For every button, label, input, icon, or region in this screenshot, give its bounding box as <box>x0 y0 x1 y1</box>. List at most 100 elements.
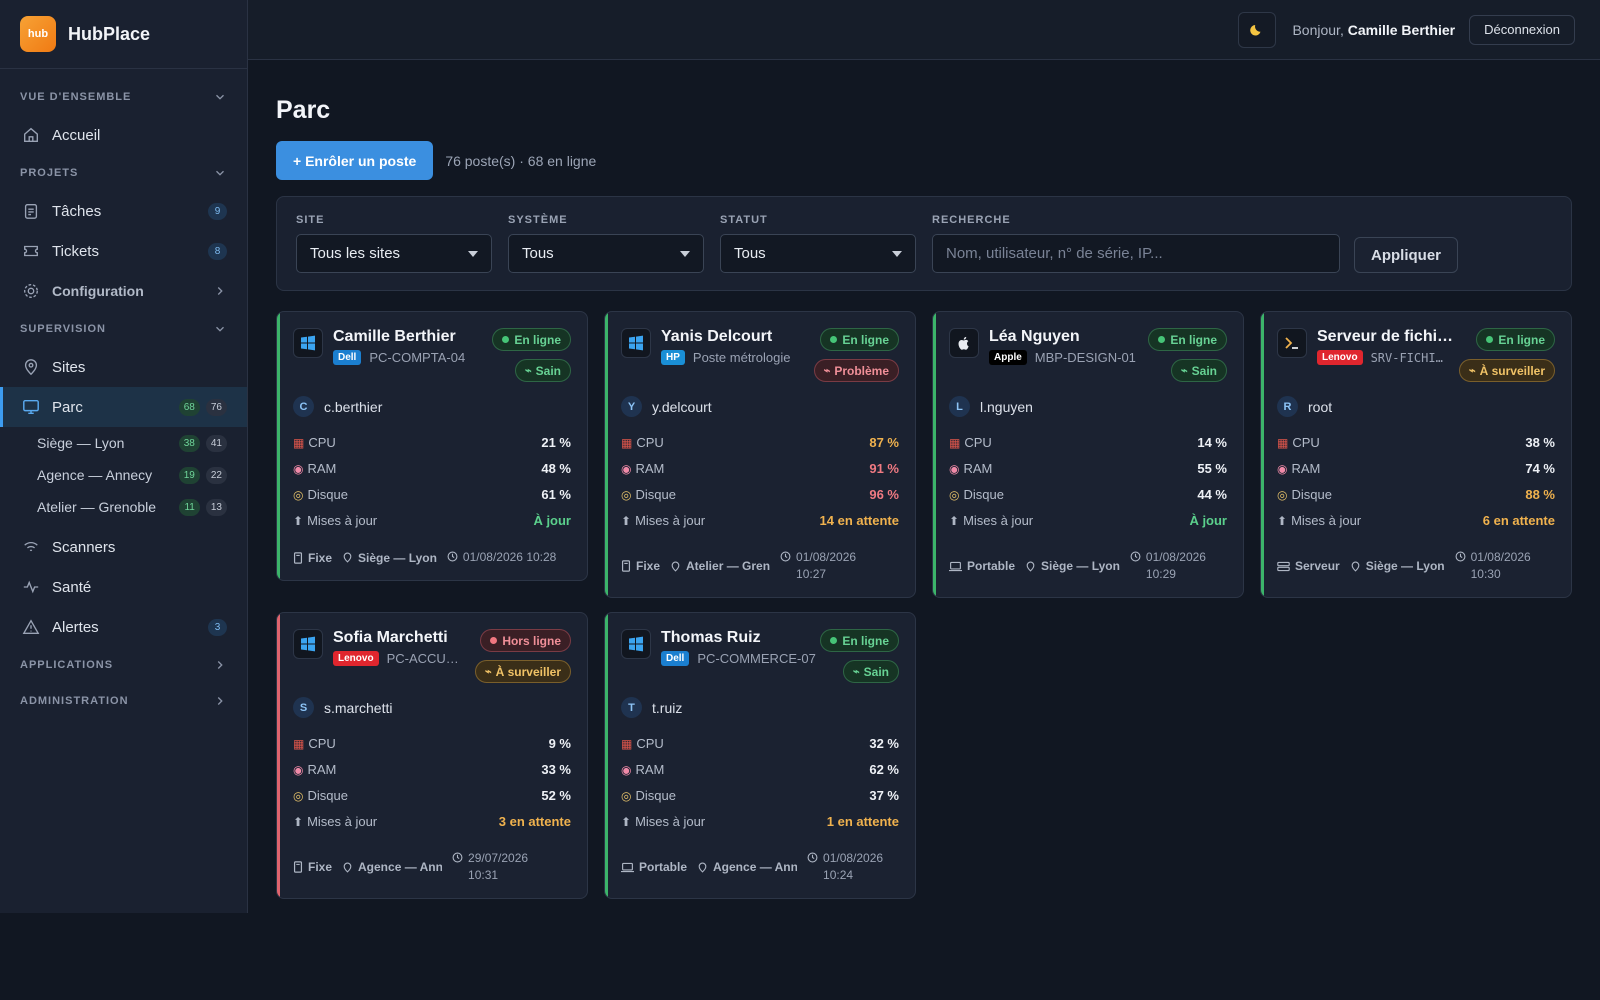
device-type: Serveur <box>1277 559 1340 573</box>
cpu-icon: ▦ <box>293 736 305 751</box>
sidebar-item-health[interactable]: Santé <box>0 567 247 607</box>
theme-toggle-button[interactable] <box>1238 11 1277 48</box>
tasks-count-badge: 9 <box>208 202 227 220</box>
device-metrics: ▦ CPU 9 % ◉ RAM 33 % ◎ Disque 52 % ⬆ Mises à jo… <box>293 730 571 834</box>
arrow-up-icon: ⬆ <box>293 513 304 528</box>
last-seen: 01/08/2026 10:29 <box>1130 549 1206 583</box>
metric-label: CPU <box>1292 434 1320 450</box>
sidebar-item-sites[interactable]: Sites <box>0 347 247 387</box>
cpu-row: ▦ CPU 9 % <box>293 730 571 756</box>
sidebar-item-home[interactable]: Accueil <box>0 115 247 155</box>
avatar: T <box>621 697 642 718</box>
brain-icon: ◉ <box>949 461 960 476</box>
sidebar-item-parc[interactable]: Parc 68 76 <box>0 387 247 427</box>
device-hostname: MBP-DESIGN-01 <box>1034 350 1136 365</box>
monitor-icon <box>23 399 39 415</box>
sidebar-subitem-label: Siège — Lyon <box>37 435 125 451</box>
user-login: y.delcourt <box>652 398 712 415</box>
filter-site-label: SITE <box>296 214 325 226</box>
device-card[interactable]: Yanis Delcourt HP Poste métrologie En li… <box>604 311 916 598</box>
cpu-value: 32 % <box>869 735 899 751</box>
device-card[interactable]: Camille Berthier Dell PC-COMPTA-04 En li… <box>276 311 588 581</box>
device-site-text: Siège — Lyon <box>1041 559 1120 573</box>
apple-icon <box>958 336 969 350</box>
clock-icon <box>447 551 458 562</box>
ram-row: ◉ RAM 74 % <box>1277 455 1555 481</box>
chevron-right-icon <box>217 287 223 295</box>
section-administration[interactable]: ADMINISTRATION <box>0 683 247 719</box>
system-select[interactable]: Tous <box>508 234 704 273</box>
device-card[interactable]: Serveur de fichiers Lenovo SRV-FICHIERS … <box>1260 311 1572 598</box>
connection-status-text: Hors ligne <box>502 633 561 648</box>
user-login: t.ruiz <box>652 699 683 716</box>
device-card[interactable]: Sofia Marchetti Lenovo PC-ACCUEIL Hors l… <box>276 612 588 899</box>
device-identity: Yanis Delcourt HP Poste métrologie <box>621 328 790 365</box>
section-projects[interactable]: PROJETS <box>0 155 247 191</box>
last-seen: 01/08/2026 10:27 <box>780 549 856 583</box>
device-identity: Serveur de fichiers Lenovo SRV-FICHIERS <box>1277 328 1455 365</box>
section-overview[interactable]: VUE D'ENSEMBLE <box>0 79 247 115</box>
device-user: S s.marchetti <box>293 697 571 718</box>
user-login: c.berthier <box>324 398 383 415</box>
metric-label: Mises à jour <box>307 512 378 528</box>
apply-filters-button[interactable]: Appliquer <box>1354 237 1458 273</box>
sidebar-item-configuration[interactable]: Configuration <box>0 271 247 311</box>
sidebar-item-tasks[interactable]: Tâches 9 <box>0 191 247 231</box>
sidebar-subitem-site[interactable]: Atelier — Grenoble 11 13 <box>0 491 247 523</box>
status-pills: En ligne ⌁ À surveiller <box>1459 328 1555 382</box>
sidebar-subitem-label: Agence — Annecy <box>37 467 153 483</box>
metric-label: CPU <box>308 735 336 751</box>
device-site: Agence — Annecy <box>697 860 797 874</box>
brand[interactable]: hub HubPlace <box>0 0 247 69</box>
section-supervision[interactable]: SUPERVISION <box>0 311 247 347</box>
logout-button[interactable]: Déconnexion <box>1469 14 1575 45</box>
status-select[interactable]: Tous <box>720 234 916 273</box>
enroll-device-button[interactable]: + Enrôler un poste <box>276 141 434 180</box>
last-seen: 01/08/2026 10:30 <box>1455 549 1531 583</box>
disk-row: ◎ Disque 37 % <box>621 782 899 808</box>
search-input[interactable]: Nom, utilisateur, n° de série, IP... <box>932 234 1340 273</box>
ticket-icon <box>24 245 38 257</box>
disk-icon: ◎ <box>293 788 304 803</box>
device-meta: Lenovo PC-ACCUEIL <box>333 651 465 666</box>
device-type: Portable <box>949 559 1015 573</box>
device-name: Sofia Marchetti <box>333 629 448 646</box>
cpu-value: 9 % <box>548 735 571 751</box>
sidebar-item-alerts[interactable]: Alertes 3 <box>0 607 247 647</box>
clock-icon <box>1455 551 1466 562</box>
caret-down-icon <box>680 250 690 257</box>
section-projects-label: PROJETS <box>20 167 79 179</box>
health-status-text: À surveiller <box>1479 363 1545 378</box>
activity-icon <box>23 580 39 594</box>
connection-status-badge: En ligne <box>1148 328 1227 351</box>
device-card[interactable]: Thomas Ruiz Dell PC-COMMERCE-07 En ligne… <box>604 612 916 899</box>
device-card[interactable]: Léa Nguyen Apple MBP-DESIGN-01 En ligne … <box>932 311 1244 598</box>
updates-value: 3 en attente <box>498 813 571 829</box>
os-icon <box>1277 328 1307 358</box>
sidebar-item-label: Accueil <box>52 126 101 144</box>
device-type-text: Portable <box>639 860 688 874</box>
last-seen-time: 10:31 <box>468 868 499 882</box>
pulse-icon: ⌁ <box>525 365 532 377</box>
sidebar-item-scanners[interactable]: Scanners <box>0 527 247 567</box>
health-status-badge: ⌁ À surveiller <box>1459 359 1555 382</box>
sidebar-subitem-site[interactable]: Siège — Lyon 38 41 <box>0 427 247 459</box>
hubplace-logo: hub <box>20 16 56 52</box>
cpu-row: ▦ CPU 14 % <box>949 429 1227 455</box>
site-select[interactable]: Tous les sites <box>296 234 492 273</box>
clock-icon <box>1130 551 1141 562</box>
online-count-badge: 38 <box>178 434 200 452</box>
device-meta: Dell PC-COMMERCE-07 <box>661 651 816 666</box>
sidebar-item-label: Tickets <box>52 242 99 260</box>
sidebar-subitem-site[interactable]: Agence — Annecy 19 22 <box>0 459 247 491</box>
filter-system-label: SYSTÈME <box>508 214 568 226</box>
gear-icon <box>24 284 38 298</box>
sidebar-item-tickets[interactable]: Tickets 8 <box>0 231 247 271</box>
map-pin-icon <box>671 561 680 572</box>
section-overview-label: VUE D'ENSEMBLE <box>20 91 132 103</box>
device-name: Yanis Delcourt <box>661 328 773 345</box>
metric-label: RAM <box>635 460 665 476</box>
device-hostname: PC-ACCUEIL <box>386 651 465 666</box>
ram-row: ◉ RAM 48 % <box>293 455 571 481</box>
section-applications[interactable]: APPLICATIONS <box>0 647 247 683</box>
